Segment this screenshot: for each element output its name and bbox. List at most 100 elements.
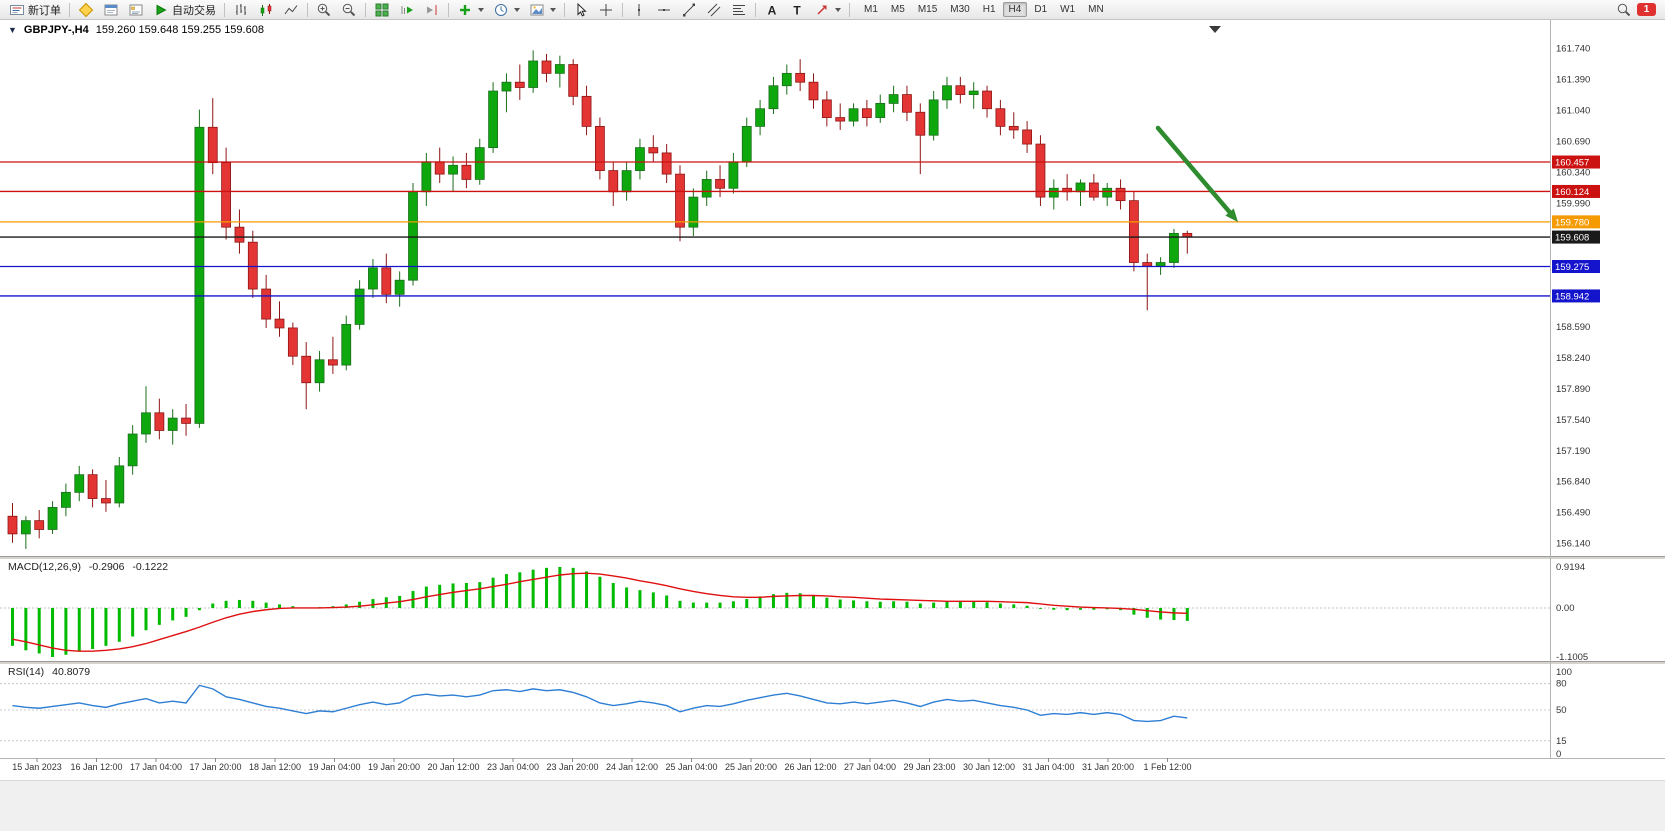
svg-text:160.124: 160.124: [1555, 187, 1589, 198]
timeframe-H4[interactable]: H4: [1002, 2, 1028, 17]
crosshair-icon: [600, 3, 612, 16]
timeframe-H1[interactable]: H1: [977, 2, 1002, 17]
svg-text:159.608: 159.608: [1555, 233, 1589, 244]
toolbar-separator: [622, 2, 623, 17]
timeframe-M15[interactable]: M15: [912, 2, 943, 17]
timeframe-M1[interactable]: M1: [858, 2, 884, 17]
svg-text:17 Jan 04:00: 17 Jan 04:00: [130, 762, 182, 772]
periods-button[interactable]: [489, 1, 524, 19]
arrows-button[interactable]: [810, 1, 845, 19]
toolbar-separator: [448, 2, 449, 17]
toolbar-separator: [755, 2, 756, 17]
chart-ohlc: 159.260 159.648 159.255 159.608: [95, 24, 264, 36]
toolbar-separator: [564, 2, 565, 17]
new-order-label: 新订单: [28, 4, 61, 17]
text-label-icon: T: [793, 3, 801, 17]
tile-windows-button[interactable]: [370, 1, 394, 19]
svg-text:19 Jan 04:00: 19 Jan 04:00: [308, 762, 360, 772]
svg-text:29 Jan 23:00: 29 Jan 23:00: [903, 762, 955, 772]
arrows-icon: [817, 4, 827, 15]
fibonacci-button[interactable]: [727, 1, 751, 19]
chart-shift-icon: [427, 4, 437, 15]
timeframe-D1[interactable]: D1: [1028, 2, 1053, 17]
autotrading-play-icon: [156, 4, 167, 15]
dropdown-caret-icon: [478, 7, 484, 12]
cursor-button[interactable]: [569, 1, 593, 19]
vertical-line-button[interactable]: [627, 1, 651, 19]
new-order-button[interactable]: 新订单: [5, 1, 65, 19]
svg-text:-1.1005: -1.1005: [1556, 652, 1588, 663]
toolbar: 新订单: [0, 0, 1665, 20]
svg-text:161.740: 161.740: [1556, 44, 1590, 55]
svg-text:160.457: 160.457: [1555, 158, 1589, 169]
autotrading-button[interactable]: 自动交易: [149, 1, 220, 19]
svg-text:159.780: 159.780: [1555, 217, 1589, 228]
zoom-out-button[interactable]: [337, 1, 361, 19]
svg-text:30 Jan 12:00: 30 Jan 12:00: [963, 762, 1015, 772]
crosshair-button[interactable]: [594, 1, 618, 19]
svg-text:161.040: 161.040: [1556, 105, 1590, 116]
svg-text:25 Jan 04:00: 25 Jan 04:00: [665, 762, 717, 772]
svg-text:160.340: 160.340: [1556, 167, 1590, 178]
svg-text:156.140: 156.140: [1556, 539, 1590, 550]
line-chart-button[interactable]: [279, 1, 303, 19]
notification-badge[interactable]: 1: [1637, 3, 1656, 16]
market-watch-button[interactable]: [99, 1, 123, 19]
timeframe-MN[interactable]: MN: [1082, 2, 1110, 17]
zoom-in-button[interactable]: [312, 1, 336, 19]
timeframe-group: M1 M5 M15 M30 H1 H4 D1 W1 MN: [858, 2, 1110, 17]
templates-button[interactable]: [525, 1, 560, 19]
text-button[interactable]: A: [760, 1, 784, 19]
timeframe-W1[interactable]: W1: [1054, 2, 1081, 17]
candlestick-chart-button[interactable]: [254, 1, 278, 19]
zoom-out-icon: [342, 3, 356, 16]
channel-button[interactable]: [702, 1, 726, 19]
trendline-icon: [683, 3, 695, 16]
svg-text:157.190: 157.190: [1556, 446, 1590, 457]
svg-text:15 Jan 2023: 15 Jan 2023: [12, 762, 62, 772]
svg-text:158.590: 158.590: [1556, 322, 1590, 333]
svg-text:15: 15: [1556, 736, 1567, 747]
autoscroll-icon: [401, 5, 413, 14]
timeframe-M5[interactable]: M5: [885, 2, 911, 17]
text-label-button[interactable]: T: [785, 1, 809, 19]
svg-text:23 Jan 20:00: 23 Jan 20:00: [546, 762, 598, 772]
template-image-icon: [530, 4, 544, 15]
toolbar-separator: [307, 2, 308, 17]
macd-main-value: -0.2906: [88, 561, 125, 573]
dropdown-caret-icon: [835, 7, 841, 12]
navigator-button[interactable]: [124, 1, 148, 19]
macd-signal-value: -0.1222: [132, 561, 169, 573]
svg-text:161.390: 161.390: [1556, 75, 1590, 86]
dropdown-caret-icon: [514, 7, 520, 12]
autoscroll-button[interactable]: [395, 1, 419, 19]
bar-chart-button[interactable]: [229, 1, 253, 19]
svg-text:26 Jan 12:00: 26 Jan 12:00: [784, 762, 836, 772]
indicators-plus-icon: [460, 4, 470, 15]
horizontal-line-icon: [658, 8, 670, 11]
rsi-label: RSI(14) 40.8079: [8, 666, 90, 678]
one-click-trading-button[interactable]: ▼: [8, 24, 17, 35]
toolbar-separator: [365, 2, 366, 17]
clock-icon: [495, 3, 507, 16]
svg-text:157.890: 157.890: [1556, 384, 1590, 395]
svg-text:31 Jan 04:00: 31 Jan 04:00: [1022, 762, 1074, 772]
svg-text:27 Jan 04:00: 27 Jan 04:00: [844, 762, 896, 772]
metaeditor-button[interactable]: [74, 1, 98, 19]
search-button[interactable]: [1612, 1, 1636, 19]
svg-text:31 Jan 20:00: 31 Jan 20:00: [1082, 762, 1134, 772]
svg-text:0.9194: 0.9194: [1556, 562, 1585, 573]
chart-area[interactable]: 161.740 161.390 161.040 160.690 160.340 159.9…: [0, 20, 1665, 831]
trendline-button[interactable]: [677, 1, 701, 19]
toolbar-separator: [224, 2, 225, 17]
timeframe-M30[interactable]: M30: [944, 2, 975, 17]
horizontal-line-button[interactable]: [652, 1, 676, 19]
chart-shift-button[interactable]: [420, 1, 444, 19]
svg-text:159.275: 159.275: [1555, 262, 1589, 273]
chart-canvas[interactable]: 161.740 161.390 161.040 160.690 160.340 159.9…: [0, 20, 1665, 831]
autotrading-label: 自动交易: [172, 4, 216, 17]
indicators-button[interactable]: [453, 1, 488, 19]
market-watch-icon: [104, 4, 118, 15]
svg-text:T: T: [793, 3, 801, 17]
svg-text:158.240: 158.240: [1556, 353, 1590, 364]
